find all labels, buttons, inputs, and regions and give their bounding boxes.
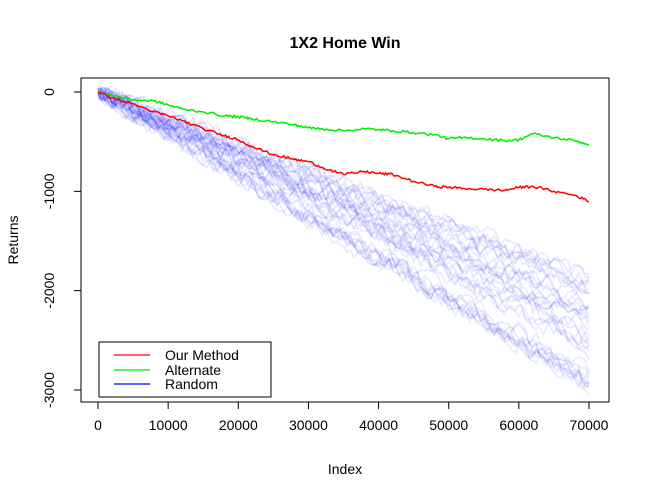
random-series-line: [97, 87, 590, 331]
x-tick-label: 20000: [219, 417, 258, 433]
random-series-line: [97, 90, 590, 298]
random-series-line: [97, 86, 590, 351]
random-series-line: [97, 91, 590, 389]
x-tick-label: 0: [94, 417, 102, 433]
random-series-line: [97, 87, 590, 316]
x-axis: 0 10000 20000 30000 40000 50000 60000 70000: [94, 401, 609, 433]
random-series-line: [97, 87, 590, 294]
x-tick-label: 30000: [289, 417, 328, 433]
random-series-line: [97, 87, 590, 379]
random-series-line: [97, 87, 590, 374]
random-series-line: [97, 94, 590, 350]
random-series-line: [97, 89, 590, 276]
y-tick-label: -3000: [41, 372, 57, 408]
random-series-line: [98, 87, 590, 285]
y-tick-label: -2000: [41, 273, 57, 309]
random-series-line: [97, 87, 590, 293]
random-series-line: [97, 93, 590, 360]
random-series-line: [97, 88, 590, 397]
x-tick-label: 70000: [570, 417, 609, 433]
our-method-series-line: [97, 91, 590, 203]
legend-label-alternate: Alternate: [165, 362, 221, 378]
x-tick-label: 60000: [499, 417, 538, 433]
x-tick-label: 50000: [429, 417, 468, 433]
random-series-lines: [97, 86, 590, 397]
random-series-line: [97, 91, 590, 388]
legend-label-random: Random: [165, 376, 218, 392]
random-series-line: [97, 90, 590, 288]
x-tick-label: 10000: [149, 417, 188, 433]
y-axis-label: Returns: [5, 215, 21, 264]
random-series-line: [97, 93, 590, 290]
random-series-line: [97, 87, 590, 328]
legend: Our Method Alternate Random: [98, 341, 272, 398]
random-series-line: [97, 87, 590, 340]
legend-label-our-method: Our Method: [165, 347, 239, 363]
random-series-line: [97, 87, 590, 389]
random-series-line: [97, 87, 590, 389]
chart-title: 1X2 Home Win: [290, 35, 401, 52]
random-series-line: [97, 87, 590, 313]
random-series-line: [97, 90, 590, 321]
alternate-series-line: [97, 90, 590, 146]
main-series-lines: [97, 90, 590, 203]
random-series-line: [97, 89, 590, 385]
y-tick-label: 0: [41, 88, 57, 96]
x-axis-label: Index: [328, 461, 362, 477]
y-tick-label: -1000: [41, 173, 57, 209]
x-tick-label: 40000: [359, 417, 398, 433]
y-axis: 0 -1000 -2000 -3000: [41, 88, 82, 408]
random-series-line: [97, 89, 590, 348]
random-series-line: [97, 87, 590, 316]
random-series-line: [97, 93, 590, 391]
random-series-line: [97, 87, 590, 344]
random-series-line: [97, 91, 590, 281]
random-series-line: [97, 91, 590, 310]
random-series-line: [97, 92, 590, 347]
random-series-line: [97, 86, 590, 322]
random-series-line: [97, 87, 590, 310]
random-series-line: [97, 97, 590, 377]
